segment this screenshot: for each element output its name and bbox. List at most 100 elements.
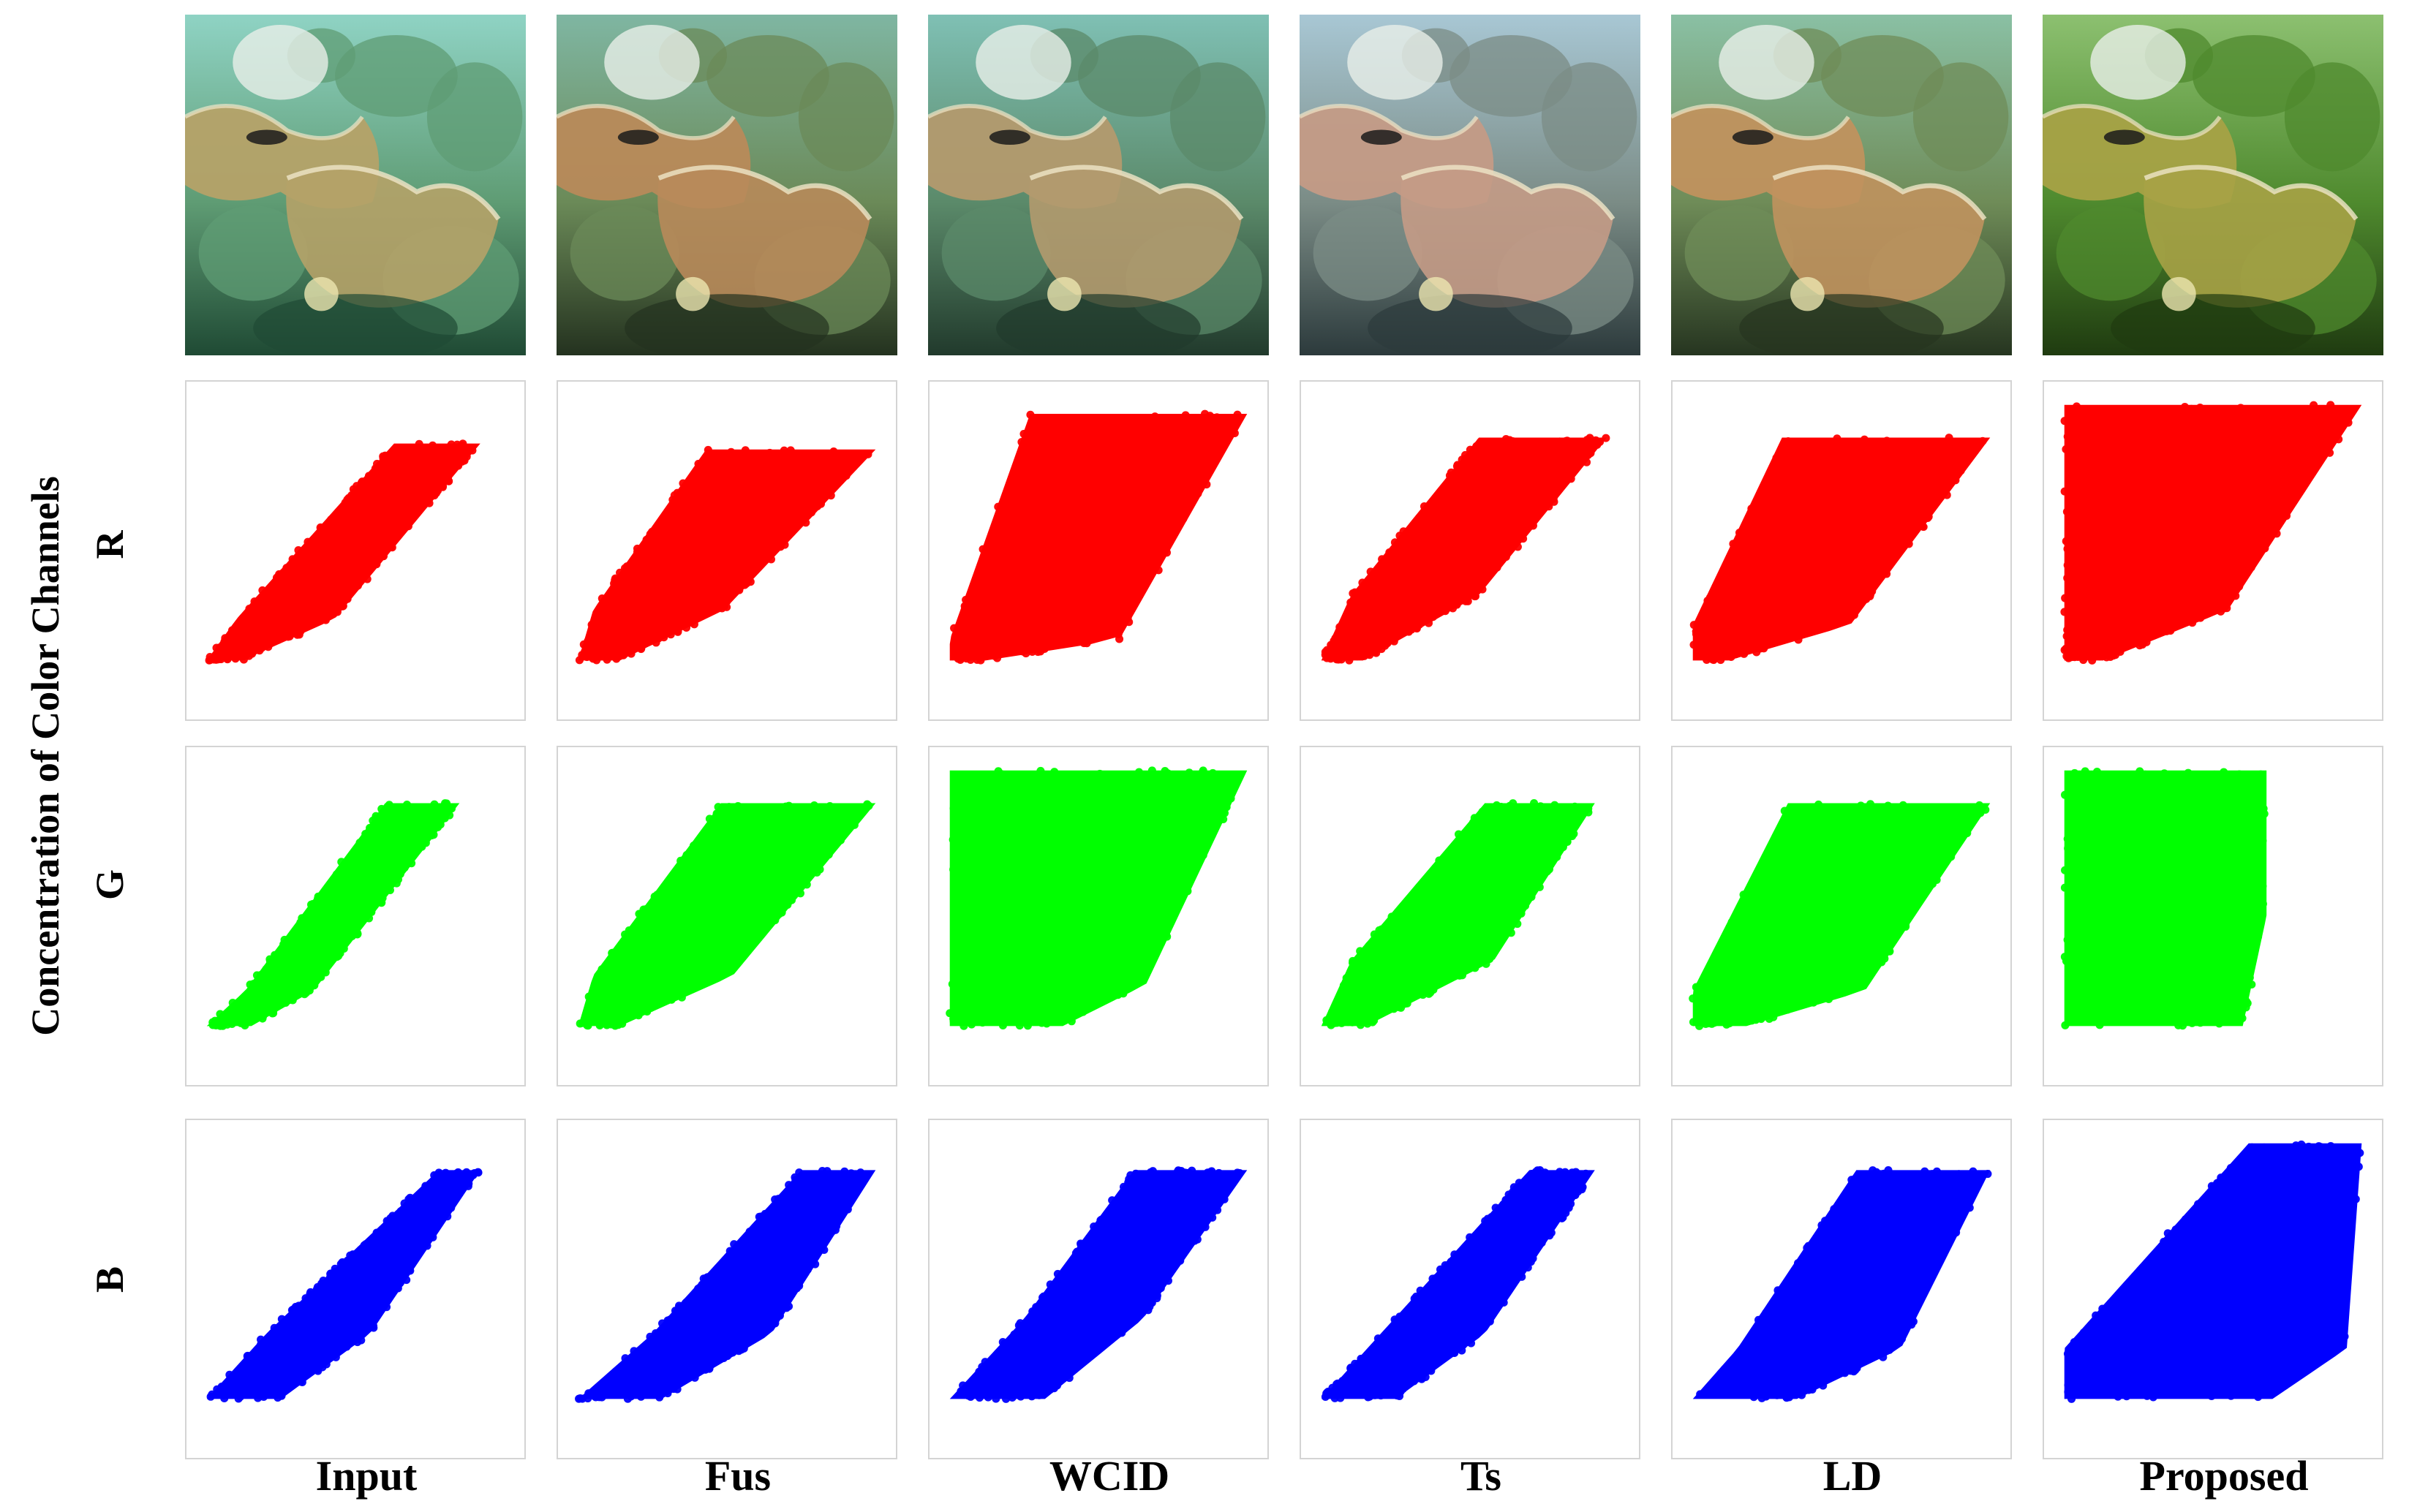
- scatter-point: [608, 602, 617, 611]
- scatter-point: [1090, 624, 1099, 633]
- scatter-point: [1902, 528, 1912, 537]
- scatter-point: [1013, 466, 1022, 475]
- scatter-point: [683, 509, 693, 518]
- scatter-point: [1837, 578, 1846, 586]
- scatter-point: [2096, 538, 2105, 547]
- scatter-point: [429, 831, 438, 839]
- scatter-point: [1067, 1017, 1076, 1026]
- scatter-point: [620, 942, 629, 951]
- scatter-point: [1055, 533, 1064, 542]
- scatter-point: [1057, 599, 1066, 608]
- scatter-point: [1027, 520, 1036, 529]
- scatter-point: [2093, 605, 2102, 614]
- scatter-point: [1766, 558, 1776, 567]
- row-label-b: B: [88, 1266, 132, 1293]
- scatter-point: [1185, 809, 1194, 818]
- scatter-point: [1368, 583, 1376, 591]
- scatter-point: [2088, 515, 2097, 524]
- scatter-point: [949, 835, 957, 844]
- scatter-point: [355, 568, 364, 577]
- scatter-point: [1817, 613, 1826, 621]
- scatter-point: [338, 922, 347, 931]
- scatter-point: [1883, 486, 1892, 495]
- scatter-point: [588, 1008, 597, 1017]
- scatter-point: [1951, 476, 1960, 485]
- scatter-point: [1519, 534, 1528, 543]
- scatter-point: [380, 483, 389, 492]
- scatter-point: [2176, 536, 2185, 545]
- scatter-point: [1158, 462, 1166, 472]
- scatter-point: [721, 854, 730, 863]
- scatter-point: [1409, 896, 1417, 905]
- scatter-point: [2239, 456, 2247, 464]
- scatter-point: [2175, 502, 2184, 510]
- scatter-point: [695, 538, 704, 547]
- scatter-point: [1747, 644, 1756, 653]
- scatter-point: [1828, 578, 1836, 587]
- scatter-point: [794, 453, 803, 462]
- scatter-plot-r-input: [185, 380, 526, 721]
- scatter-point: [1744, 557, 1753, 566]
- scatter-point: [1074, 480, 1083, 489]
- scatter-point: [276, 600, 285, 608]
- scatter-point: [1959, 438, 1968, 447]
- scatter-point: [1539, 843, 1548, 852]
- scatter-point: [1466, 507, 1474, 515]
- scatter-point: [2060, 487, 2069, 496]
- scatter-point: [1024, 483, 1033, 492]
- scatter-point: [1020, 805, 1029, 814]
- scatter-point: [1128, 841, 1137, 850]
- scatter-point: [965, 775, 973, 784]
- scatter-point: [784, 893, 793, 901]
- scatter-point: [1844, 562, 1853, 571]
- scatter-point: [1978, 436, 1987, 445]
- scatter-point: [699, 487, 708, 496]
- scatter-point: [1452, 462, 1461, 471]
- scatter-point: [1726, 650, 1735, 659]
- scatter-point: [1017, 437, 1026, 447]
- scatter-point: [1403, 591, 1411, 600]
- scatter-point: [864, 450, 872, 458]
- scatter-point: [2079, 494, 2088, 502]
- scatter-point: [1550, 477, 1558, 486]
- scatter-point: [1376, 607, 1385, 616]
- scatter-point: [1006, 502, 1015, 511]
- scatter-point: [2188, 451, 2197, 460]
- scatter-point: [1117, 521, 1126, 529]
- scatter-point: [1117, 897, 1126, 906]
- scatter-point: [2173, 461, 2182, 470]
- scatter-point: [1466, 956, 1475, 964]
- scatter-point: [1153, 887, 1161, 896]
- scatter-point: [2206, 480, 2214, 489]
- scatter-point: [1772, 453, 1781, 462]
- scatter-point: [1477, 475, 1485, 483]
- scatter-point: [998, 845, 1007, 854]
- scatter-point: [627, 578, 636, 586]
- scatter-point: [1063, 974, 1072, 983]
- scatter-point: [1043, 1018, 1052, 1027]
- scatter-point: [994, 502, 1003, 511]
- scatter-point: [273, 1002, 282, 1011]
- scatter-point: [1483, 513, 1492, 522]
- scatter-point: [1109, 862, 1118, 871]
- scatter-point: [1411, 624, 1420, 632]
- scatter-point: [255, 1012, 263, 1021]
- scatter-point: [1202, 429, 1210, 438]
- scatter-point: [1083, 991, 1093, 999]
- scatter-point: [2092, 415, 2100, 424]
- scatter-point: [2272, 529, 2281, 538]
- scatter-point: [671, 872, 679, 881]
- scatter-point: [1715, 607, 1724, 616]
- scatter-point: [1039, 839, 1048, 847]
- scatter-point: [968, 817, 976, 826]
- scatter-point: [299, 954, 308, 963]
- scatter-point: [1859, 502, 1868, 511]
- scatter-point: [1161, 930, 1170, 939]
- scatter-point: [1693, 643, 1702, 652]
- scatter-point: [1122, 538, 1131, 547]
- scatter-point: [1203, 802, 1212, 811]
- scatter-point: [1033, 648, 1042, 657]
- scatter-point: [1087, 850, 1096, 858]
- scatter-point: [1867, 439, 1876, 448]
- scatter-point: [1890, 536, 1899, 545]
